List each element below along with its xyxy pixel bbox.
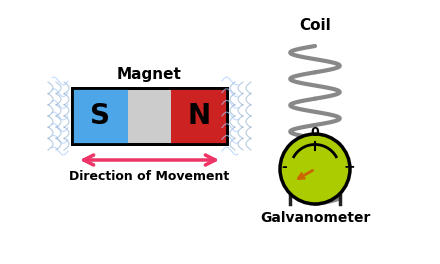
Text: -: - (281, 160, 286, 174)
Bar (72, 88, 128, 144)
Text: 0: 0 (311, 125, 319, 139)
Bar (171, 88, 227, 144)
Text: Coil: Coil (299, 18, 331, 34)
Text: Magnet: Magnet (117, 67, 182, 82)
Bar (72, 88, 227, 144)
Text: +: + (344, 160, 355, 174)
Circle shape (280, 134, 350, 204)
Text: S: S (90, 102, 110, 130)
Bar (72, 88, 227, 144)
Text: N: N (187, 102, 211, 130)
Text: Direction of Movement: Direction of Movement (70, 169, 230, 182)
Text: Galvanometer: Galvanometer (260, 211, 370, 225)
